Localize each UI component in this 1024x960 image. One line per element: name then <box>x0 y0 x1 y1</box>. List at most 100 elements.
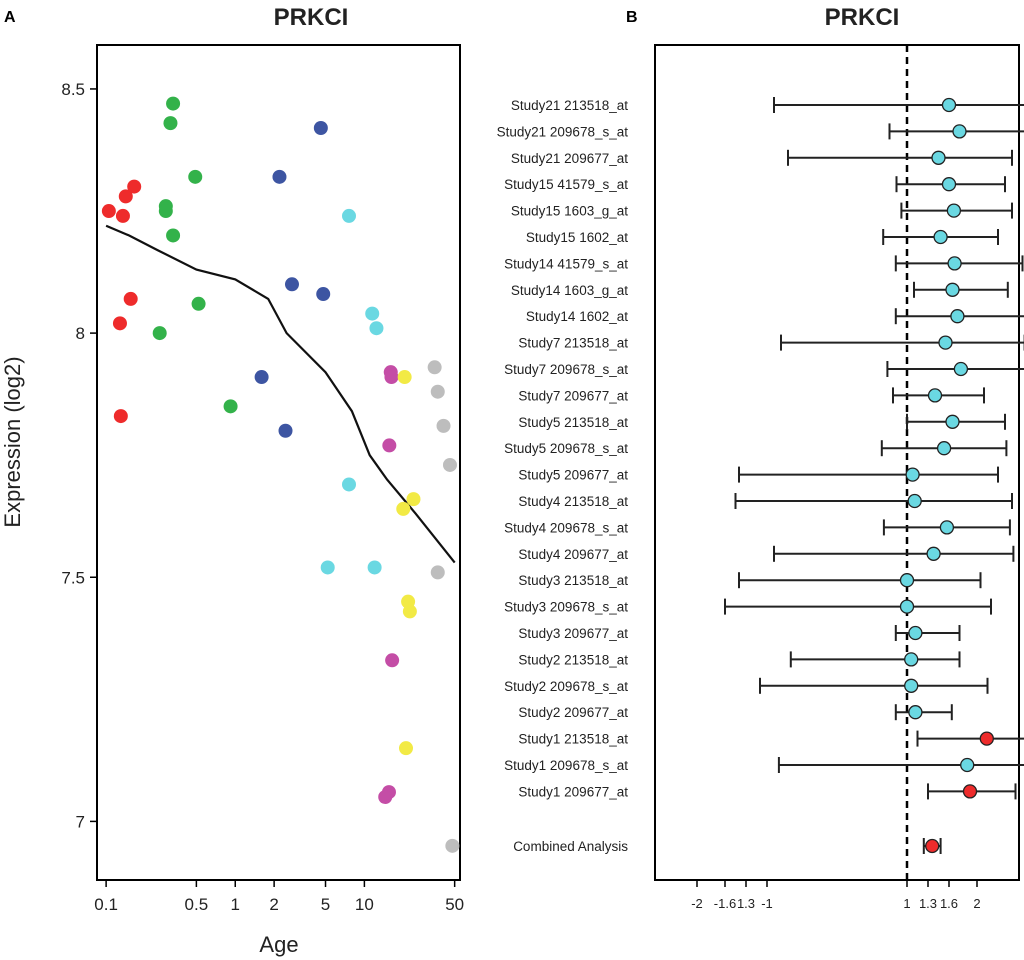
point-estimate <box>945 282 960 297</box>
point-estimate <box>933 229 948 245</box>
panel-a-points <box>101 96 460 853</box>
scatter-point <box>430 384 445 399</box>
point-estimate <box>931 150 946 165</box>
scatter-point <box>436 418 451 433</box>
scatter-point <box>378 789 393 804</box>
point-estimate <box>941 97 957 113</box>
scatter-point <box>399 741 414 756</box>
study-label: Study21 209677_at <box>511 151 628 166</box>
panel-b-title: PRKCI <box>825 4 900 31</box>
study-label: Combined Analysis <box>513 839 628 854</box>
x-tick-label: 2 <box>269 895 278 914</box>
study-label: Study5 209677_at <box>518 468 628 483</box>
scatter-point <box>166 96 181 111</box>
panel-a-trend-layer <box>105 224 456 564</box>
scatter-point <box>396 501 411 516</box>
scatter-point <box>369 321 384 336</box>
scatter-point <box>397 370 412 385</box>
point-estimate <box>952 124 967 139</box>
y-tick-label: 7 <box>76 812 85 831</box>
study-label: Study2 213518_at <box>518 652 628 667</box>
study-label: Study21 209678_s_at <box>497 124 629 139</box>
y-tick-label: 8.5 <box>61 80 85 99</box>
study-label: Study3 213518_at <box>518 573 628 588</box>
panel-b-x-ticks: -2 -1.6 1.3 -1 1 1.3 1.6 2 <box>691 880 981 911</box>
scatter-point <box>101 204 116 219</box>
scatter-point <box>402 604 417 619</box>
scatter-point <box>112 316 127 331</box>
point-estimate <box>960 757 975 773</box>
study-label: Study15 1602_at <box>526 230 628 245</box>
scatter-point <box>113 409 128 424</box>
panel-b-plot-frame <box>654 44 1020 881</box>
point-estimate <box>938 335 953 350</box>
x-tick-label: 0.1 <box>94 895 118 914</box>
x-tick-label: 1 <box>903 896 910 911</box>
study-label: Study14 1603_g_at <box>511 283 628 298</box>
panel-a-x-ticks: 0.1 0.5 1 2 5 10 50 <box>94 880 464 914</box>
scatter-point <box>118 189 133 204</box>
scatter-point <box>284 277 299 292</box>
scatter-point <box>442 457 457 472</box>
point-estimate <box>939 520 955 535</box>
point-estimate <box>945 414 960 429</box>
point-estimate <box>946 203 962 218</box>
point-estimate <box>908 705 923 720</box>
x-tick-label: 2 <box>973 896 980 911</box>
scatter-point <box>163 116 178 131</box>
scatter-point <box>152 326 167 341</box>
scatter-point <box>430 565 445 580</box>
scatter-point <box>115 208 130 223</box>
study-label: Study2 209678_s_at <box>504 679 628 694</box>
point-estimate <box>908 625 923 641</box>
x-tick-label: -2 <box>691 896 703 911</box>
scatter-point <box>427 360 442 375</box>
study-label: Study14 1602_at <box>526 309 628 324</box>
scatter-point <box>223 399 238 414</box>
scatter-point <box>313 121 328 136</box>
point-estimate <box>936 441 952 456</box>
scatter-point <box>384 370 399 385</box>
study-label: Study2 209677_at <box>518 705 628 720</box>
panel-a-x-axis-label: Age <box>259 932 298 957</box>
scatter-point <box>365 306 380 321</box>
panel-a-title: PRKCI <box>274 4 349 31</box>
panel-a-y-axis-label: Expression (log2) <box>0 356 25 527</box>
x-tick-label: 5 <box>321 895 330 914</box>
scatter-point <box>166 228 181 243</box>
point-estimate <box>926 546 941 561</box>
scatter-point <box>272 169 287 184</box>
x-tick-label: 0.5 <box>185 895 209 914</box>
x-tick-label: 1 <box>231 895 240 914</box>
study-label: Study14 41579_s_at <box>504 256 628 271</box>
point-estimate <box>947 256 962 271</box>
x-tick-label: 10 <box>355 895 374 914</box>
x-tick-label: 1.3 <box>919 896 937 911</box>
x-tick-label: 50 <box>445 895 464 914</box>
x-tick-label: 1.6 <box>940 896 958 911</box>
scatter-point <box>127 179 142 194</box>
x-tick-label: 1.3 <box>737 896 755 911</box>
study-label: Study3 209677_at <box>518 626 628 641</box>
study-label: Study7 209678_s_at <box>504 362 628 377</box>
x-tick-label: -1.6 <box>714 896 736 911</box>
point-estimate <box>904 652 919 667</box>
scatter-point <box>367 560 382 575</box>
point-estimate <box>899 573 915 588</box>
study-label: Study5 209678_s_at <box>504 441 628 456</box>
x-tick-label: -1 <box>761 896 773 911</box>
scatter-point <box>254 370 269 385</box>
study-label: Study1 209677_at <box>518 784 628 799</box>
panel-b-letter: B <box>626 9 638 26</box>
point-estimate <box>950 309 965 324</box>
study-label: Study4 213518_at <box>518 494 628 509</box>
point-estimate <box>953 361 969 377</box>
panel-b-study-labels: Study21 213518_at Study21 209678_s_at Stud… <box>497 98 629 854</box>
point-estimate <box>941 177 957 192</box>
scatter-point <box>278 423 293 438</box>
study-label: Study15 41579_s_at <box>504 177 628 192</box>
study-label: Study7 209677_at <box>518 388 628 403</box>
panel-a-plot-frame <box>96 44 461 881</box>
scatter-point <box>382 438 397 453</box>
scatter-point <box>123 291 138 306</box>
